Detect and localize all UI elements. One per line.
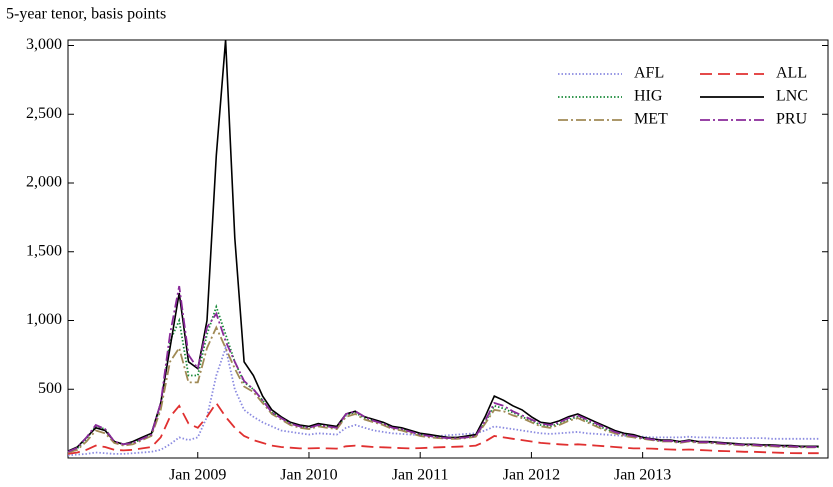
legend-label: ALL: [776, 65, 807, 82]
legend-label: PRU: [776, 111, 808, 128]
y-tick-label: 3,000: [26, 36, 62, 53]
y-tick-label: 1,500: [26, 242, 62, 259]
legend-label: MET: [634, 111, 668, 128]
series-line: [67, 285, 819, 453]
x-tick-label: Jan 2012: [503, 467, 560, 484]
series-line: [67, 401, 819, 455]
y-tick-label: 2,500: [26, 105, 62, 122]
x-tick-label: Jan 2009: [169, 467, 226, 484]
y-tick-label: 1,000: [26, 311, 62, 328]
y-tick-label: 500: [38, 380, 62, 397]
chart-subtitle: 5-year tenor, basis points: [6, 6, 166, 23]
y-tick-label: 2,000: [26, 174, 62, 191]
x-tick-label: Jan 2011: [392, 467, 449, 484]
legend-label: HIG: [634, 88, 663, 105]
x-tick-label: Jan 2010: [280, 467, 337, 484]
series-line: [67, 303, 819, 454]
legend-label: LNC: [776, 88, 808, 105]
legend-label: AFL: [634, 65, 664, 82]
x-tick-label: Jan 2013: [614, 467, 671, 484]
series-line: [67, 39, 819, 452]
plot-frame: [67, 39, 829, 459]
series-line: [67, 344, 819, 457]
series-line: [67, 325, 819, 454]
